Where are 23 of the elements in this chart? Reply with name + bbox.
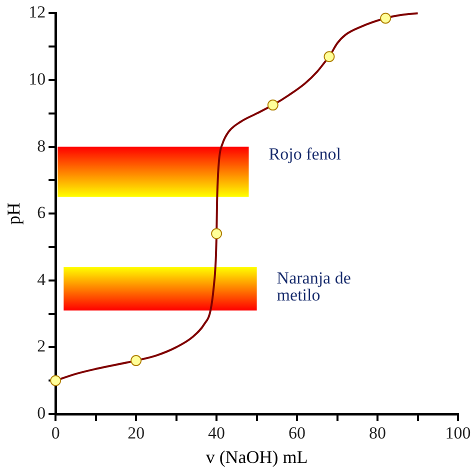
y-tick-label: 2 <box>37 336 46 356</box>
band-label: Rojo fenol <box>268 144 342 164</box>
x-tick-label: 40 <box>208 424 226 443</box>
point <box>50 375 62 386</box>
y-axis-title: pH <box>4 202 24 225</box>
x-tick-label: 60 <box>288 424 306 443</box>
band-label: Naranja de metilo <box>276 268 351 305</box>
x-tick-label: 80 <box>369 424 386 443</box>
x-axis-title: v (NaOH) mL <box>206 446 308 467</box>
x-tick-label: 20 <box>128 424 145 443</box>
point <box>130 355 142 366</box>
y-tick-label: 12 <box>28 2 46 22</box>
point <box>267 100 278 111</box>
y-tick-label: 0 <box>37 403 46 422</box>
point <box>380 12 392 24</box>
y-tick-label: 6 <box>37 203 46 222</box>
point <box>324 51 335 62</box>
x-tick-label: 100 <box>445 424 471 443</box>
y-tick-label: 10 <box>28 69 46 88</box>
y-tick-label: 8 <box>37 136 46 156</box>
x-tick-label: 0 <box>51 424 60 443</box>
y-tick-label: 4 <box>37 270 46 289</box>
point <box>211 228 222 240</box>
